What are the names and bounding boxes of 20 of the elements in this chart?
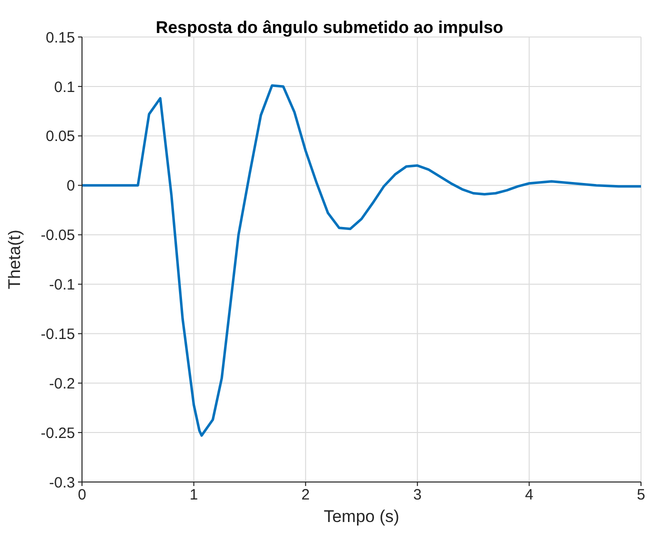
y-tick-label: 0.05 bbox=[46, 128, 75, 146]
x-tick-label: 3 bbox=[413, 486, 422, 504]
y-tick-label: -0.15 bbox=[40, 326, 75, 343]
y-tick-label: -0.2 bbox=[49, 375, 75, 392]
chart-title: Resposta do ângulo submetido ao impulso bbox=[156, 18, 504, 37]
y-tick-label: -0.25 bbox=[40, 424, 75, 442]
y-tick-label: -0.3 bbox=[49, 474, 75, 492]
y-axis-title: Theta(t) bbox=[5, 230, 24, 290]
y-tick-label: 0 bbox=[66, 178, 75, 195]
y-tick-label: -0.05 bbox=[40, 227, 75, 244]
y-tick-label: -0.1 bbox=[49, 276, 75, 294]
x-tick-label: 5 bbox=[636, 486, 646, 504]
line-series bbox=[82, 84, 641, 437]
y-tick-label: 0.1 bbox=[54, 78, 75, 96]
x-tick-label: 2 bbox=[301, 486, 310, 504]
x-tick-label: 0 bbox=[78, 486, 86, 504]
y-tick-label: 0.15 bbox=[46, 29, 75, 46]
x-tick-label: 1 bbox=[190, 486, 198, 504]
x-axis-title: Tempo (s) bbox=[324, 507, 400, 526]
x-tick-label: 4 bbox=[525, 486, 534, 504]
